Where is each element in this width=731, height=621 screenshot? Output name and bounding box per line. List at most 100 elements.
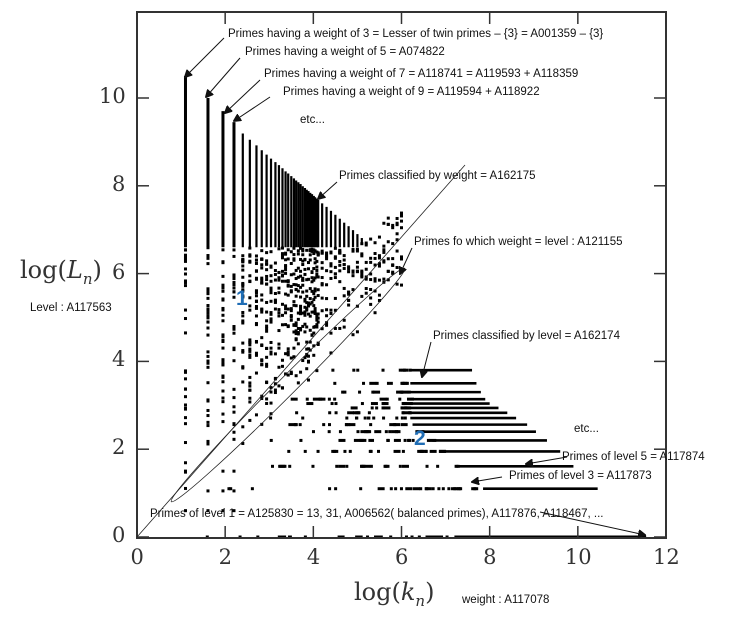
data-point [183, 422, 187, 426]
data-point [436, 464, 440, 468]
data-point [232, 248, 236, 252]
data-point [301, 416, 305, 420]
arrow-by-level [422, 341, 432, 377]
data-point [305, 301, 309, 305]
data-point [347, 270, 351, 274]
y-tick-label: 2 [112, 435, 126, 460]
data-point [299, 257, 303, 261]
data-point [360, 275, 364, 279]
data-point [306, 402, 314, 406]
data-point [347, 292, 351, 296]
data-point [347, 291, 351, 295]
data-point [441, 487, 445, 491]
data-point [345, 416, 349, 420]
data-point [277, 276, 281, 280]
data-point [347, 267, 351, 271]
data-point [312, 397, 320, 401]
data-point [382, 250, 386, 254]
data-point [369, 278, 373, 282]
data-point [328, 487, 332, 491]
data-point [292, 246, 296, 250]
data-point [373, 256, 377, 260]
data-point [254, 413, 258, 417]
data-point [370, 406, 374, 410]
data-point [221, 489, 225, 493]
data-point [301, 324, 305, 328]
data-point [260, 281, 264, 285]
annotation-weight3: Primes having a weight of 3 = Lesser of … [228, 28, 604, 40]
data-point [232, 489, 236, 493]
data-point [280, 386, 284, 390]
data-point [183, 416, 187, 420]
data-point [391, 242, 395, 246]
data-point [389, 381, 393, 385]
data-point [295, 411, 299, 415]
data-point [260, 278, 264, 282]
data-point [338, 326, 342, 330]
data-point [183, 308, 187, 312]
data-point [310, 333, 314, 337]
data-point [248, 396, 252, 400]
data-point [241, 321, 245, 325]
data-point [303, 258, 307, 262]
data-point [315, 325, 319, 329]
data-point [241, 341, 245, 345]
data-point [277, 247, 281, 251]
data-point [313, 295, 317, 299]
data-point [241, 264, 245, 268]
data-point [206, 439, 210, 443]
data-point [296, 289, 300, 293]
data-point [347, 298, 351, 302]
data-point [269, 279, 273, 283]
data-point [400, 423, 408, 427]
data-point [386, 381, 390, 385]
data-point [292, 323, 296, 327]
data-point [221, 319, 225, 323]
data-point [241, 295, 245, 299]
data-point [294, 304, 298, 308]
data-point [206, 311, 210, 315]
data-point [364, 243, 368, 247]
data-point [329, 331, 333, 335]
data-point [299, 274, 303, 278]
data-point [232, 277, 236, 281]
data-point [280, 256, 284, 260]
data-point [308, 287, 312, 291]
data-point [289, 309, 293, 313]
data-point [183, 259, 187, 263]
data-point [471, 487, 479, 491]
data-point [273, 307, 277, 311]
data-point [399, 487, 403, 491]
data-point [316, 312, 320, 316]
data-point [325, 314, 329, 318]
data-point [400, 416, 404, 420]
data-point [289, 289, 293, 293]
data-point [206, 359, 210, 363]
data-point [330, 402, 334, 406]
data-point [405, 487, 413, 491]
data-point [284, 279, 288, 283]
data-point [391, 263, 395, 267]
data-point [232, 509, 236, 513]
data-point [316, 449, 320, 453]
data-point [377, 449, 381, 453]
data-point [319, 397, 323, 401]
data-point [351, 288, 355, 292]
data-point [362, 381, 366, 385]
data-point [343, 390, 347, 394]
data-point [383, 406, 391, 410]
data-point [289, 315, 293, 319]
data-point [301, 276, 305, 280]
data-point [248, 375, 252, 379]
data-point [358, 390, 362, 394]
data-point [265, 262, 269, 266]
data-point [221, 420, 225, 424]
data-point [265, 282, 269, 286]
data-point [395, 282, 399, 286]
data-point [301, 278, 305, 282]
data-point [311, 464, 315, 468]
data-point [269, 352, 273, 356]
data-point [315, 318, 319, 322]
data-point [206, 354, 210, 358]
data-point [221, 274, 225, 278]
